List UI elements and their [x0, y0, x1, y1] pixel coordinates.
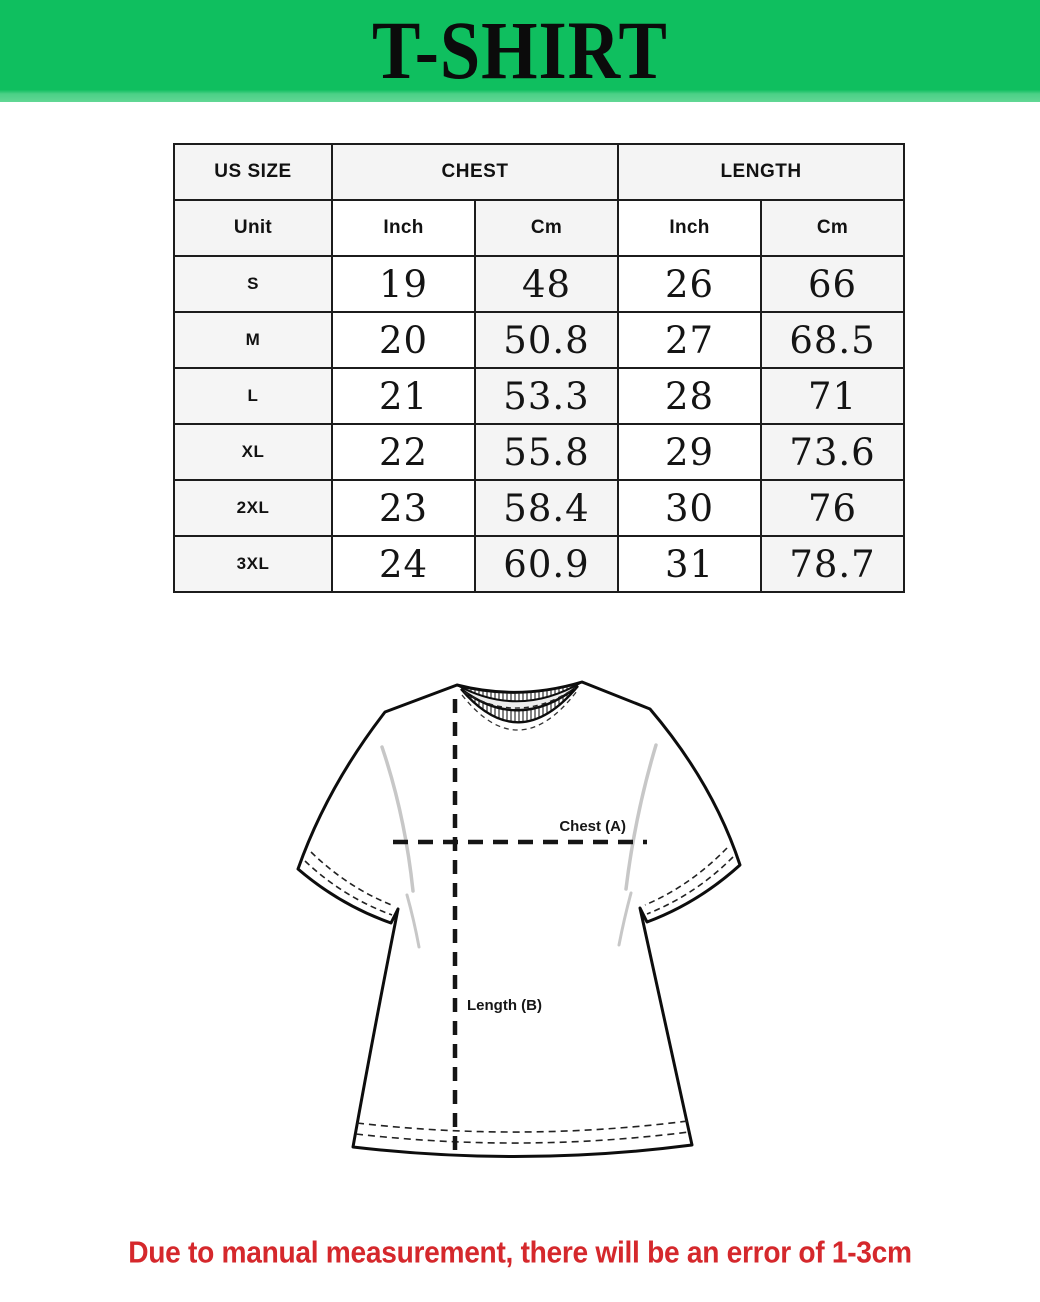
unit-label: Unit	[173, 199, 333, 257]
title-banner: T-SHIRT	[0, 0, 1040, 102]
length-inch-value: 30	[617, 479, 762, 537]
collar-echo-stitch	[461, 690, 578, 731]
header-length: LENGTH	[616, 143, 906, 201]
chest-measure-label: Chest (A)	[559, 818, 626, 835]
table-row: S 19 48 26 66	[173, 255, 906, 313]
tshirt-diagram: Chest (A) Length (B)	[285, 655, 755, 1175]
measurement-disclaimer: Due to manual measurement, there will be…	[128, 1236, 912, 1270]
chest-inch-value: 20	[331, 311, 476, 369]
size-label: M	[173, 311, 333, 369]
size-label: S	[173, 255, 333, 313]
size-label: 2XL	[173, 479, 333, 537]
collar-seam-stitch	[463, 687, 576, 709]
length-cm-label: Cm	[759, 199, 906, 257]
chest-cm-value: 60.9	[474, 535, 619, 593]
left-armhole-shading	[380, 745, 415, 893]
table-header-row: US SIZE CHEST LENGTH	[173, 143, 906, 201]
chest-cm-value: 55.8	[474, 423, 619, 481]
left-armhole-shading-2	[405, 893, 421, 949]
length-cm-value: 68.5	[759, 311, 906, 369]
size-table-container: US SIZE CHEST LENGTH Unit Inch Cm Inch C…	[173, 143, 906, 593]
left-cuff-stitch-1	[304, 860, 393, 916]
length-cm-value: 66	[759, 255, 906, 313]
table-row: L 21 53.3 28 71	[173, 367, 906, 425]
length-inch-value: 26	[617, 255, 762, 313]
length-cm-value: 76	[759, 479, 906, 537]
length-inch-value: 28	[617, 367, 762, 425]
length-cm-value: 73.6	[759, 423, 906, 481]
left-cuff-stitch-2	[310, 851, 395, 907]
right-armhole-shading	[624, 743, 658, 891]
size-label: L	[173, 367, 333, 425]
length-cm-value: 78.7	[759, 535, 906, 593]
length-inch-value: 29	[617, 423, 762, 481]
chest-inch-value: 22	[331, 423, 476, 481]
header-chest: CHEST	[331, 143, 619, 201]
collar-back-band	[456, 681, 583, 703]
chest-cm-value: 50.8	[474, 311, 619, 369]
table-row: M 20 50.8 27 68.5	[173, 311, 906, 369]
table-row: 3XL 24 60.9 31 78.7	[173, 535, 906, 593]
length-inch-value: 31	[617, 535, 762, 593]
page-title: T-SHIRT	[372, 5, 668, 97]
length-inch-value: 27	[617, 311, 762, 369]
chest-inch-value: 21	[331, 367, 476, 425]
length-inch-label: Inch	[617, 199, 762, 257]
chest-cm-value: 58.4	[474, 479, 619, 537]
table-row: 2XL 23 58.4 30 76	[173, 479, 906, 537]
chest-cm-value: 48	[474, 255, 619, 313]
chest-inch-value: 23	[331, 479, 476, 537]
size-label: 3XL	[173, 535, 333, 593]
size-label: XL	[173, 423, 333, 481]
chest-cm-label: Cm	[474, 199, 619, 257]
length-cm-value: 71	[759, 367, 906, 425]
tshirt-body-outline	[296, 680, 742, 1159]
hem-stitch-1	[355, 1131, 690, 1144]
collar-front-band	[460, 685, 579, 724]
header-us-size: US SIZE	[173, 143, 333, 201]
tshirt-drawing: Chest (A) Length (B)	[296, 680, 742, 1159]
table-unit-row: Unit Inch Cm Inch Cm	[173, 199, 906, 257]
table-row: XL 22 55.8 29 73.6	[173, 423, 906, 481]
chest-inch-value: 24	[331, 535, 476, 593]
right-cuff-stitch-1	[646, 856, 734, 915]
size-table: US SIZE CHEST LENGTH Unit Inch Cm Inch C…	[173, 143, 906, 593]
chest-inch-value: 19	[331, 255, 476, 313]
chest-inch-label: Inch	[331, 199, 476, 257]
chest-cm-value: 53.3	[474, 367, 619, 425]
length-measure-label: Length (B)	[467, 997, 542, 1014]
right-cuff-stitch-2	[644, 847, 728, 906]
right-armhole-shading-2	[617, 891, 633, 947]
